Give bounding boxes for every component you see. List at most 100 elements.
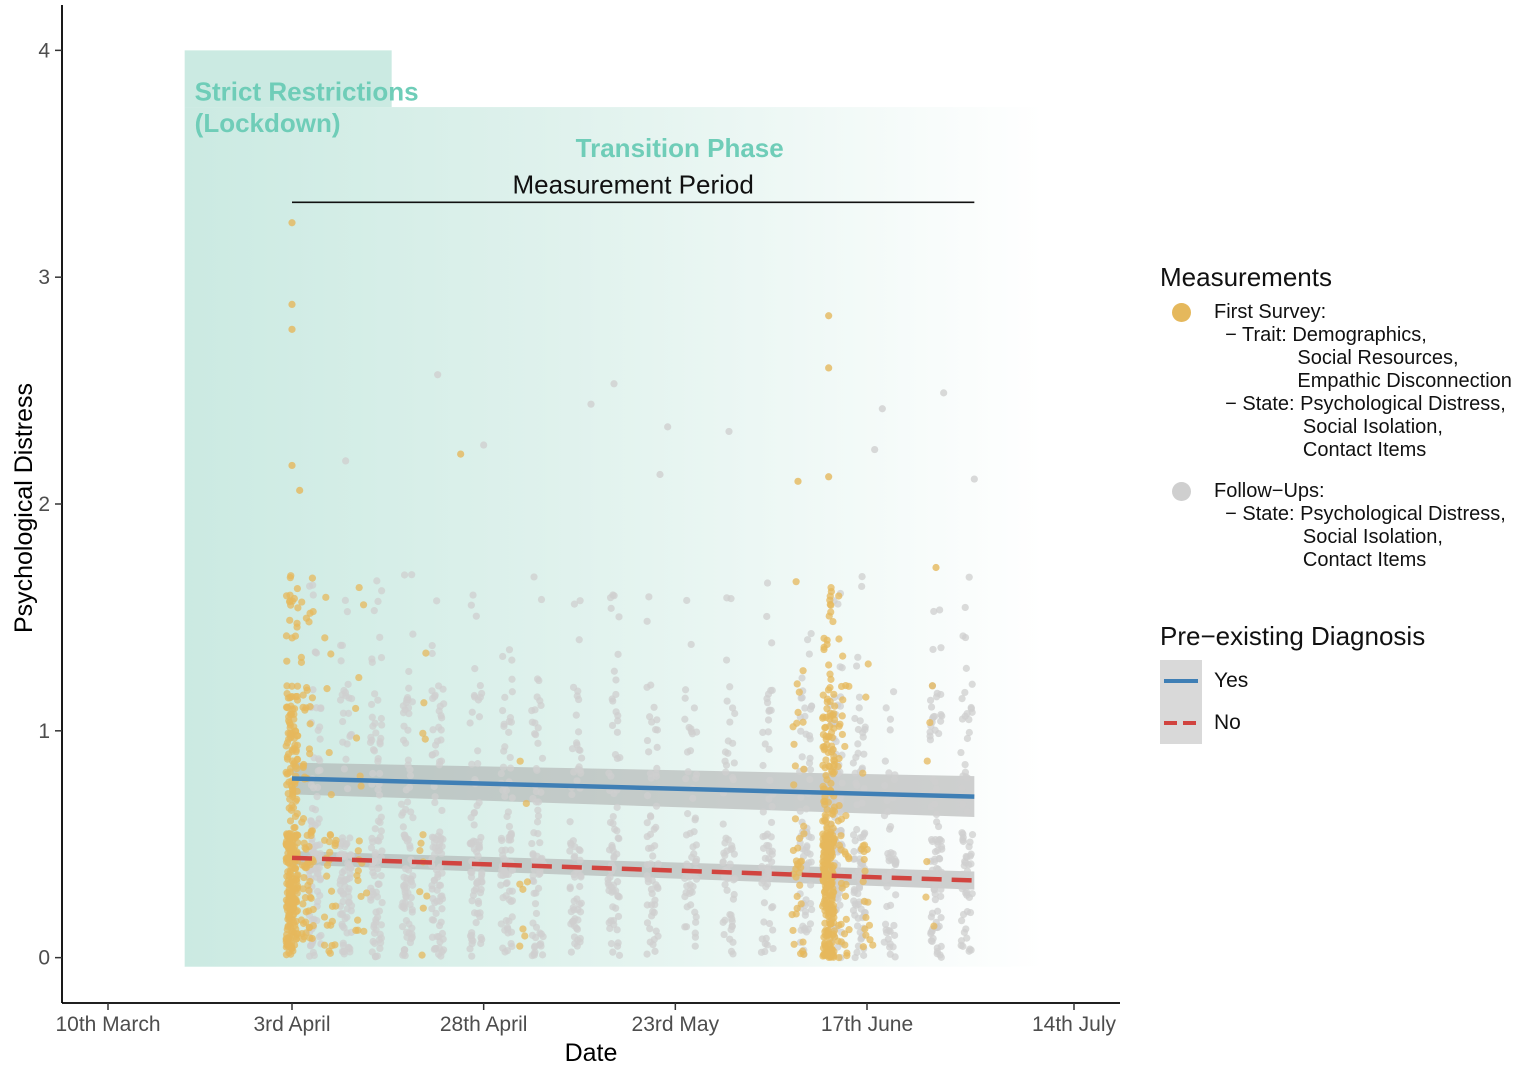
data-point — [576, 934, 584, 943]
data-point — [720, 873, 729, 881]
data-point — [308, 574, 317, 582]
data-point — [566, 885, 574, 893]
data-point — [428, 687, 436, 695]
data-point — [607, 772, 615, 780]
data-point — [851, 953, 859, 962]
data-point — [402, 917, 410, 925]
data-point — [692, 875, 701, 883]
data-point — [469, 591, 477, 599]
data-point — [316, 723, 324, 731]
data-point — [326, 848, 334, 856]
data-point — [301, 706, 309, 714]
data-point — [534, 739, 542, 747]
data-point — [761, 854, 769, 862]
data-point — [656, 470, 664, 479]
data-point — [721, 839, 729, 847]
data-point — [466, 719, 474, 727]
data-point — [615, 951, 624, 959]
data-point — [499, 706, 507, 715]
data-point — [968, 680, 976, 688]
data-point — [664, 423, 672, 431]
data-point — [606, 924, 614, 933]
data-point — [473, 802, 481, 810]
data-point — [570, 897, 578, 905]
data-point — [970, 475, 978, 483]
data-point — [332, 902, 340, 910]
fit-line-yes — [291, 776, 975, 799]
data-point — [723, 886, 731, 894]
data-point — [691, 942, 699, 950]
data-point — [933, 818, 941, 826]
data-point — [614, 717, 622, 725]
data-point — [726, 683, 734, 691]
data-point — [293, 831, 302, 839]
data-point — [532, 909, 541, 918]
data-point — [684, 768, 692, 776]
data-point — [836, 768, 844, 776]
data-point — [537, 930, 545, 938]
data-point — [721, 880, 729, 889]
data-point — [294, 604, 302, 612]
data-point — [568, 790, 576, 799]
data-point — [937, 942, 945, 950]
data-point — [886, 950, 894, 958]
data-point — [501, 948, 509, 956]
data-point — [648, 889, 656, 898]
data-point — [769, 903, 777, 911]
data-point — [891, 771, 899, 779]
data-point — [519, 885, 527, 893]
yes-line-icon — [1164, 679, 1198, 683]
data-point — [430, 876, 438, 884]
data-point — [806, 775, 814, 784]
data-point — [367, 844, 376, 852]
data-point — [440, 700, 448, 708]
data-point — [284, 769, 292, 777]
data-point — [967, 705, 975, 713]
data-point — [301, 894, 310, 902]
data-point — [727, 926, 735, 934]
data-point — [372, 916, 380, 924]
data-point — [726, 860, 734, 868]
data-point — [323, 872, 331, 880]
data-point — [438, 948, 446, 956]
data-point — [933, 689, 941, 697]
data-point — [609, 948, 617, 956]
data-point — [435, 723, 443, 731]
data-point — [306, 720, 314, 728]
data-point — [405, 710, 413, 718]
data-point — [891, 859, 899, 868]
data-point — [885, 874, 893, 882]
data-point — [402, 834, 410, 842]
data-point — [722, 768, 730, 776]
data-point — [331, 839, 339, 848]
data-point — [835, 635, 843, 643]
strict-restrictions-label: Strict Restrictions — [195, 76, 419, 106]
data-point — [533, 675, 542, 683]
data-point — [283, 781, 291, 789]
data-point — [433, 737, 442, 745]
data-point — [529, 872, 537, 880]
data-point — [794, 708, 802, 717]
data-point — [936, 606, 944, 614]
data-point — [610, 789, 618, 798]
data-point — [373, 952, 382, 960]
data-point — [398, 923, 407, 931]
data-point — [428, 905, 436, 913]
data-point — [404, 756, 412, 764]
data-point — [573, 741, 581, 749]
y-axis-title: Psychological Distress — [10, 383, 38, 633]
data-point — [505, 887, 514, 895]
data-point — [720, 930, 728, 939]
data-point — [409, 881, 417, 889]
data-point — [416, 846, 424, 855]
data-point — [762, 883, 770, 891]
data-point — [377, 827, 385, 835]
data-point — [798, 753, 806, 761]
data-point — [474, 747, 482, 755]
data-point — [963, 934, 971, 942]
data-point — [687, 640, 695, 649]
data-point — [852, 662, 861, 670]
data-point — [644, 875, 652, 883]
data-point — [654, 860, 662, 868]
data-point — [931, 848, 940, 856]
